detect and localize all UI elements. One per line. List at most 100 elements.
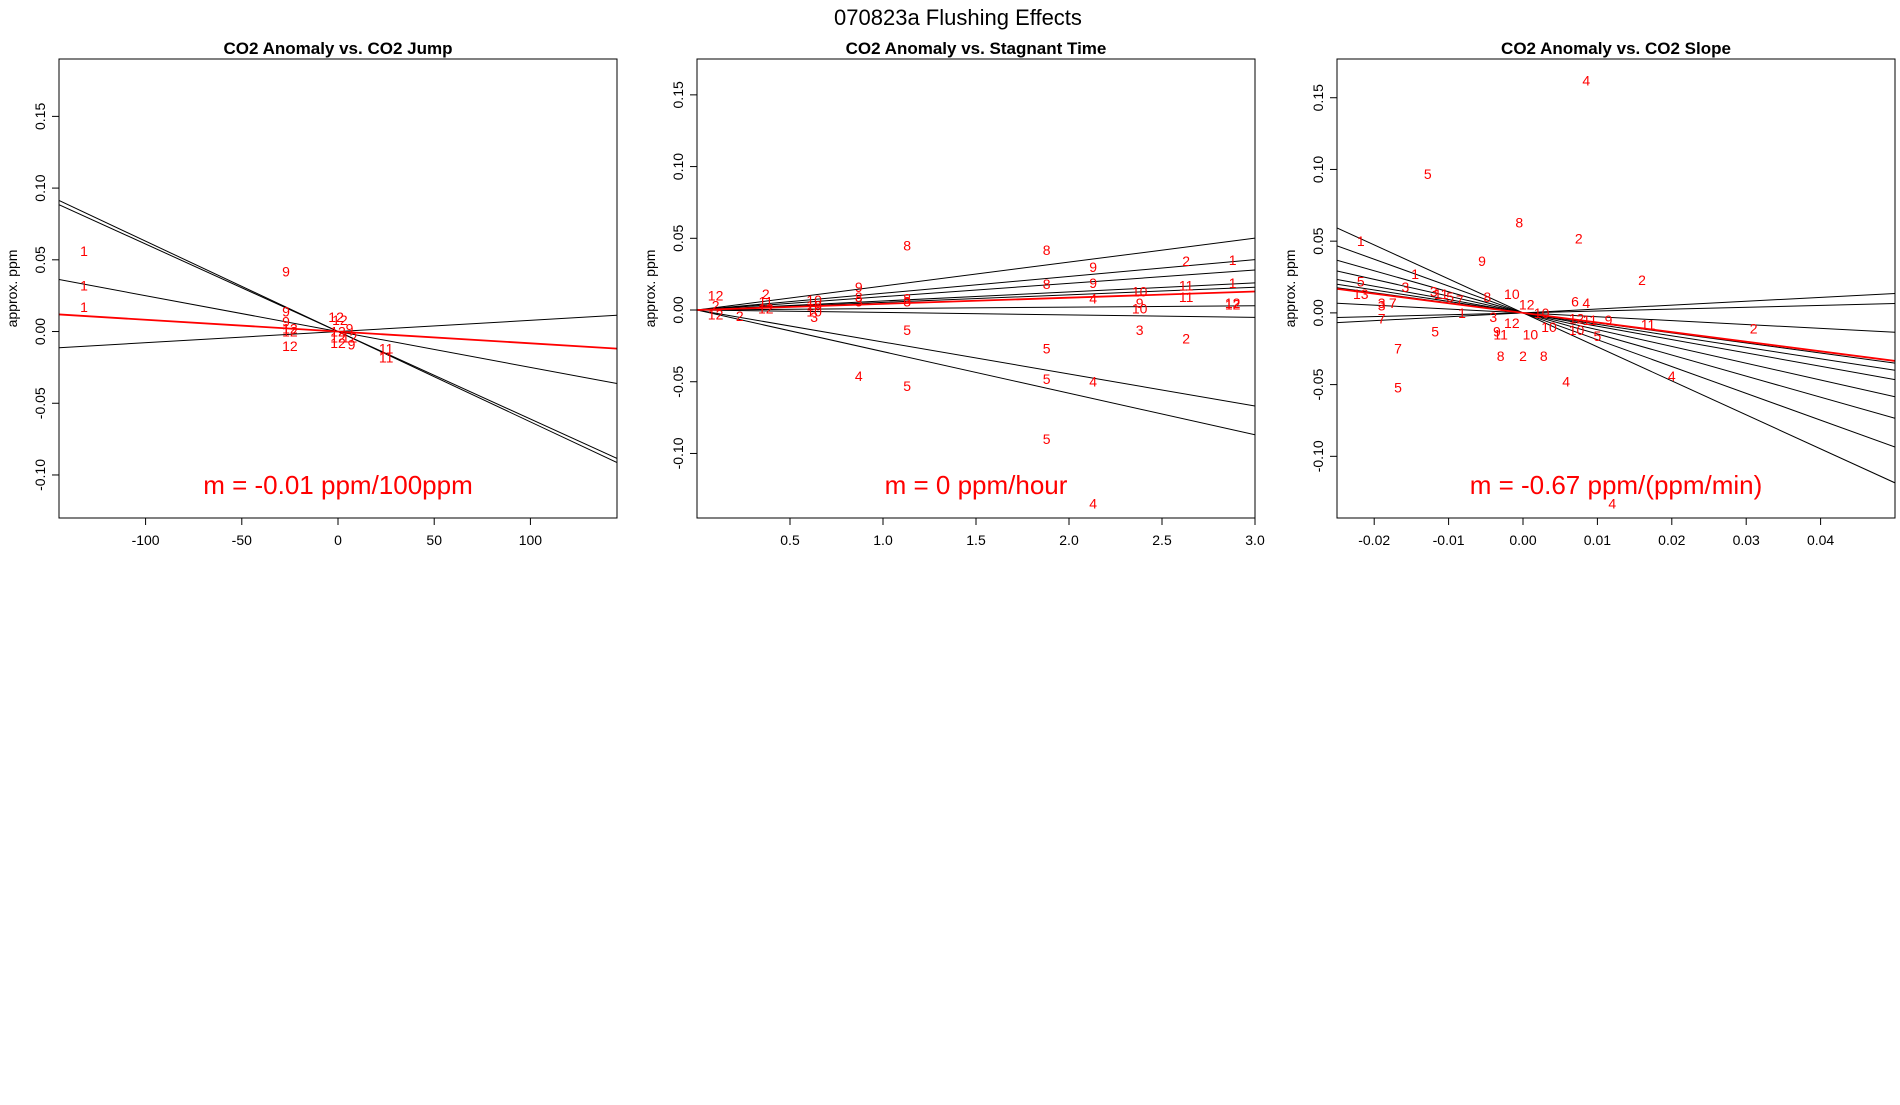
data-point-label: 8 <box>855 289 863 305</box>
data-point-label: 11 <box>1434 286 1449 302</box>
data-point-label: 2 <box>1182 331 1190 347</box>
mean-fit-line <box>59 313 617 350</box>
fit-line-9 <box>697 309 1255 436</box>
data-point-label: 12 <box>708 306 724 322</box>
data-point-label: 4 <box>1562 374 1570 390</box>
data-point-label: 2 <box>1750 321 1758 337</box>
data-point-label: 4 <box>1089 374 1097 390</box>
fit-lines <box>59 200 617 464</box>
data-point-label: 11 <box>1583 312 1598 328</box>
data-point-label: 12 <box>758 301 774 317</box>
data-point-label: 12 <box>282 324 298 340</box>
data-point-label: 1 <box>1357 233 1365 249</box>
x-tick-label: 2.5 <box>1152 532 1172 548</box>
data-point-label: 9 <box>1136 295 1144 311</box>
data-point-label: 7 <box>1394 341 1402 357</box>
plot-frame <box>1336 58 1896 519</box>
data-point-label: 1 <box>80 299 88 315</box>
y-tick-label: -0.10 <box>670 437 686 469</box>
data-point-label: 5 <box>1394 379 1402 395</box>
data-point-label: 4 <box>1608 496 1616 512</box>
data-point-label: 5 <box>903 322 911 338</box>
fit-line-8 <box>1337 302 1895 333</box>
data-point-label: 11 <box>379 349 394 365</box>
y-axis-label: approx. ppm <box>4 250 20 328</box>
y-tick-label: -0.10 <box>1310 440 1326 472</box>
data-point-label: 8 <box>1043 242 1051 258</box>
data-point-label: 9 <box>1089 259 1097 275</box>
data-point-label: 2 <box>736 308 744 324</box>
x-tick-label: 0.03 <box>1733 532 1760 548</box>
data-point-label: 4 <box>1089 496 1097 512</box>
data-point-label: 9 <box>1493 324 1501 340</box>
x-tick-label: 1.5 <box>966 532 986 548</box>
data-point-label: 9 <box>348 336 356 352</box>
data-point-label: 2 <box>1638 272 1646 288</box>
y-tick-label: -0.10 <box>32 459 48 491</box>
x-tick-label: 0.5 <box>780 532 800 548</box>
panel-title: CO2 Anomaly vs. CO2 Slope <box>1501 39 1731 58</box>
data-point-label: 12 <box>332 312 348 328</box>
data-point-label: 2 <box>762 286 770 302</box>
y-tick-label: 0.00 <box>1310 299 1326 326</box>
data-point-label: 9 <box>346 321 354 337</box>
data-point-label: 1 <box>80 243 88 259</box>
data-point-label: 4 <box>1582 73 1590 89</box>
data-point-label: 1 <box>80 278 88 294</box>
data-point-label: 9 <box>282 263 290 279</box>
fit-line-1 <box>1337 227 1895 484</box>
data-point-label: 8 <box>1515 215 1523 231</box>
fit-lines <box>697 237 1255 436</box>
fit-line-4 <box>697 282 1255 311</box>
data-point-label: 11 <box>379 341 394 357</box>
data-point-label: 2 <box>1519 348 1527 364</box>
data-point-label: 3 <box>1378 295 1386 311</box>
data-point-label: 1 <box>1229 275 1237 291</box>
data-point-label: 12 <box>1225 295 1241 311</box>
data-point-label: 5 <box>1431 324 1439 340</box>
y-tick-label: -0.05 <box>1310 368 1326 400</box>
data-point-label: 3 <box>903 293 911 309</box>
fit-line-2 <box>1337 245 1895 448</box>
data-point-label: 1 <box>1458 305 1466 321</box>
fit-line-8 <box>697 309 1255 407</box>
slope-annotation: m = 0 ppm/hour <box>885 470 1068 500</box>
data-point-label: 12 <box>330 329 346 345</box>
data-point-label: 5 <box>903 378 911 394</box>
data-point-label: 12 <box>282 321 298 337</box>
data-point-label: 8 <box>1540 348 1548 364</box>
data-point-label: 11 <box>1179 289 1194 305</box>
data-point-label: 9 <box>282 303 290 319</box>
data-point-label: 11 <box>759 293 774 309</box>
panel-title: CO2 Anomaly vs. Stagnant Time <box>846 39 1107 58</box>
data-point-label: 3 <box>1136 322 1144 338</box>
y-tick-label: 0.05 <box>32 246 48 273</box>
data-point-label: 8 <box>903 291 911 307</box>
data-point-label: 12 <box>328 309 344 325</box>
fit-line-6 <box>697 305 1255 311</box>
data-point-label: 10 <box>806 292 822 308</box>
data-point-label: 5 <box>1043 371 1051 387</box>
y-tick-label: -0.05 <box>670 366 686 398</box>
x-tick-label: -0.02 <box>1358 532 1390 548</box>
data-point-label: 10 <box>1569 322 1585 338</box>
y-tick-label: -0.05 <box>32 387 48 419</box>
y-tick-label: 0.15 <box>32 103 48 130</box>
data-point-label: 4 <box>1089 291 1097 307</box>
x-tick-label: -100 <box>132 532 160 548</box>
fit-line-5 <box>1337 279 1895 381</box>
x-tick-label: 0.01 <box>1584 532 1611 548</box>
data-point-label: 9 <box>1478 253 1486 269</box>
data-point-label: 3 <box>1489 309 1497 325</box>
fit-line-9 <box>1337 303 1895 319</box>
data-point-label: 3 <box>1378 298 1386 314</box>
data-point-label: 10 <box>1504 286 1520 302</box>
data-point-label: 11 <box>1493 326 1508 342</box>
data-point-label: 5 <box>1594 328 1602 344</box>
x-tick-label: 50 <box>426 532 442 548</box>
